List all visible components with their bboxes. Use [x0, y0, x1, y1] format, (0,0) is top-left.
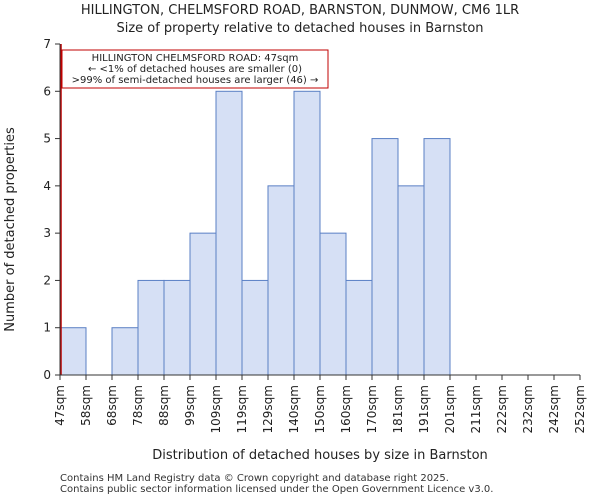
x-tick-label: 88sqm [157, 385, 171, 426]
y-tick-label: 3 [43, 226, 51, 240]
x-tick-label: 68sqm [105, 385, 119, 426]
y-tick-label: 6 [43, 84, 51, 98]
chart-subtitle: Size of property relative to detached ho… [116, 21, 484, 36]
annotation-line-1: HILLINGTON CHELMSFORD ROAD: 47sqm [92, 53, 299, 64]
bar-88sqm [163, 279, 191, 376]
x-tick-label: 119sqm [235, 385, 249, 433]
y-tick-label: 1 [43, 321, 51, 335]
bar-99sqm [189, 232, 217, 376]
footer-copyright: Contains HM Land Registry data © Crown c… [60, 473, 449, 484]
x-tick-label: 242sqm [547, 385, 561, 433]
annotation-line-3: >99% of semi-detached houses are larger … [72, 75, 319, 86]
x-tick-label: 170sqm [365, 385, 379, 433]
bar-109sqm [215, 90, 243, 376]
x-tick-label: 252sqm [573, 385, 587, 433]
x-tick-label: 232sqm [521, 385, 535, 433]
bar-160sqm [345, 279, 373, 376]
bar-140sqm [293, 90, 321, 376]
x-tick-label: 109sqm [209, 385, 223, 433]
bars-group [59, 90, 451, 376]
annotation-line-2: ← <1% of detached houses are smaller (0) [88, 64, 302, 75]
x-tick-label: 191sqm [417, 385, 431, 433]
bar-78sqm [137, 279, 165, 376]
bar-150sqm [319, 232, 347, 376]
y-tick-label: 4 [43, 179, 51, 193]
bar-170sqm [371, 138, 399, 376]
bar-191sqm [423, 138, 451, 376]
bar-119sqm [241, 279, 269, 376]
y-tick-label: 5 [43, 132, 51, 146]
x-tick-label: 201sqm [443, 385, 457, 433]
y-tick-label: 2 [43, 273, 51, 287]
x-tick-label: 222sqm [495, 385, 509, 433]
x-tick-label: 99sqm [183, 385, 197, 426]
bar-47sqm [59, 327, 87, 376]
x-tick-label: 58sqm [79, 385, 93, 426]
y-tick-label: 7 [43, 37, 51, 51]
x-tick-label: 211sqm [469, 385, 483, 433]
x-tick-label: 160sqm [339, 385, 353, 433]
chart-title: HILLINGTON, CHELMSFORD ROAD, BARNSTON, D… [80, 3, 520, 18]
annotation-border [61, 49, 329, 89]
x-tick-label: 129sqm [261, 385, 275, 433]
y-axis-label: Number of detached properties [3, 127, 18, 332]
footer-licence: Contains public sector information licen… [60, 484, 494, 495]
x-axis-label: Distribution of detached houses by size … [152, 448, 488, 463]
bar-129sqm [267, 185, 295, 376]
x-tick-label: 140sqm [287, 385, 301, 433]
axes-group: 0 1 2 3 4 5 6 7 47sqm 58sqm 68sqm 78sqm 88sqm 99sqm 10… [43, 37, 587, 433]
bar-181sqm [397, 185, 425, 376]
y-tick-label: 0 [43, 368, 51, 382]
x-tick-label: 181sqm [391, 385, 405, 433]
annotation-box: HILLINGTON CHELMSFORD ROAD: 47sqm ← <1% … [61, 49, 329, 89]
bar-68sqm [111, 327, 139, 376]
x-tick-label: 47sqm [53, 385, 67, 426]
x-tick-label: 150sqm [313, 385, 327, 433]
x-tick-label: 78sqm [131, 385, 145, 426]
